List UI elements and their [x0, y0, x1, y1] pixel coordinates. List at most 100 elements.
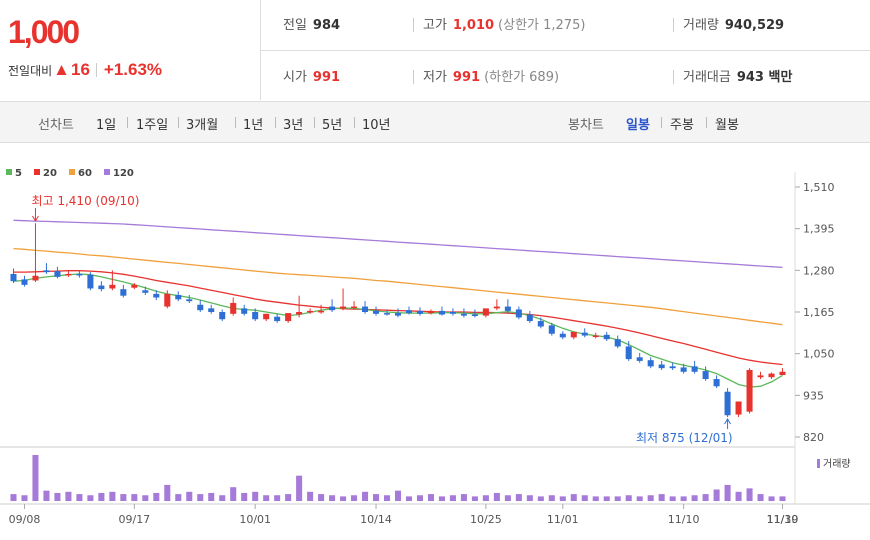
volume-bar	[405, 496, 413, 501]
legend-label: 5	[15, 168, 22, 179]
divider	[127, 117, 128, 128]
ma20-line	[13, 270, 783, 366]
x-tick-label: 11/01	[547, 513, 579, 526]
candle-body	[21, 279, 28, 285]
price-stats: 전일 984 고가 1,010 (상한가 1,275) 거래량 940,529 시가 99…	[261, 0, 870, 100]
volume-bar	[318, 494, 325, 501]
volume-bar	[43, 490, 50, 501]
tab-period-5y[interactable]: 5년	[322, 118, 343, 133]
y-tick-label: 1,050	[803, 348, 835, 361]
volume-bar	[219, 495, 226, 501]
candle-body	[482, 308, 489, 316]
candle-body	[383, 313, 391, 315]
ma120-line	[13, 219, 783, 269]
tab-period-1y[interactable]: 1년	[243, 118, 264, 133]
candle-body	[647, 360, 654, 367]
candle-body	[351, 306, 358, 309]
volume-bar	[76, 494, 83, 501]
candle-body	[131, 284, 138, 288]
volume-bar	[373, 494, 380, 501]
volume-bar	[713, 489, 720, 501]
volume-bar	[724, 484, 731, 501]
legend-label: 20	[43, 168, 57, 179]
tab-candle-daily[interactable]: 일봉	[626, 118, 650, 133]
stat-high: 고가 1,010 (상한가 1,275)	[423, 18, 586, 33]
candle-body	[724, 391, 731, 416]
tab-period-3y[interactable]: 3년	[283, 118, 304, 133]
divider	[354, 117, 355, 128]
y-tick-label: 1,510	[803, 181, 835, 194]
divider	[314, 117, 315, 128]
volume-bar	[680, 496, 687, 501]
volume-bar	[438, 496, 445, 501]
candle-body	[87, 274, 94, 289]
divider	[178, 117, 179, 128]
candle-body	[680, 367, 687, 372]
volume-bar	[164, 484, 171, 501]
stock-chart[interactable]: 1,510 1,395 1,280 1,165 1,050 935 820 5 20 60 120 거…	[0, 142, 870, 540]
volume-bar	[768, 496, 775, 501]
candle-body	[76, 273, 83, 276]
candle-body	[263, 313, 270, 320]
candle-body	[669, 366, 676, 369]
volume-bar	[131, 494, 138, 501]
stat-open: 시가 991	[283, 70, 341, 85]
low-annotation: 최저 875 (12/01)	[636, 431, 733, 445]
candle-body	[120, 289, 127, 296]
legend-swatch	[6, 169, 12, 175]
candle-body	[43, 270, 50, 273]
tab-candle-monthly[interactable]: 월봉	[715, 118, 739, 133]
divider	[95, 63, 97, 77]
volume-bar	[570, 494, 577, 501]
candle-body	[142, 290, 149, 293]
volume-bar	[691, 495, 698, 501]
candle-body	[230, 302, 237, 314]
volume-bar	[493, 492, 500, 501]
tab-period-1d[interactable]: 1일	[96, 118, 117, 133]
volume-bar	[329, 495, 336, 501]
stat-prev-close: 전일 984	[283, 18, 341, 33]
x-tick-label: 10/14	[360, 513, 392, 526]
tab-candle-weekly[interactable]: 주봉	[670, 118, 694, 133]
x-tick-label: 10/01	[239, 513, 271, 526]
legend-label: 120	[113, 168, 134, 179]
tab-candle-chart[interactable]: 봉차트	[568, 118, 604, 133]
candle-body	[779, 371, 786, 376]
divider	[413, 70, 414, 84]
x-tick-label: 09/17	[118, 513, 150, 526]
change-label: 전일대비	[8, 63, 53, 78]
x-tick-label: 11/19	[767, 513, 799, 526]
volume-bar	[109, 491, 116, 501]
candle-body	[208, 308, 215, 312]
candle-body	[65, 273, 72, 276]
volume-bar	[757, 494, 764, 501]
candle-body	[373, 310, 380, 314]
volume-bar	[175, 494, 182, 501]
y-tick-label: 1,280	[803, 264, 835, 277]
tab-line-chart[interactable]: 선차트	[38, 118, 74, 133]
volume-bar	[779, 496, 786, 501]
candle-body	[658, 364, 665, 369]
divider	[706, 117, 707, 128]
tab-period-3m[interactable]: 3개월	[186, 118, 219, 133]
candle-body	[757, 375, 764, 378]
candle-body	[735, 401, 742, 415]
tab-period-1w[interactable]: 1주일	[136, 118, 169, 133]
volume-bar	[548, 495, 555, 501]
candle-body	[296, 312, 303, 315]
volume-bar	[285, 494, 292, 501]
x-tick-label: 10/25	[470, 513, 502, 526]
candle-body	[340, 306, 347, 309]
volume-bar	[186, 491, 193, 501]
candle-body	[307, 310, 314, 313]
volume-bar	[252, 491, 259, 501]
volume-bar	[54, 492, 61, 501]
candle-body	[329, 306, 336, 311]
tab-period-10y[interactable]: 10년	[362, 118, 391, 133]
candle-body	[471, 314, 478, 317]
candle-body	[570, 331, 577, 338]
divider	[673, 70, 674, 84]
candle-body	[504, 306, 511, 311]
candle-body	[559, 333, 566, 338]
volume-bar	[208, 492, 215, 501]
